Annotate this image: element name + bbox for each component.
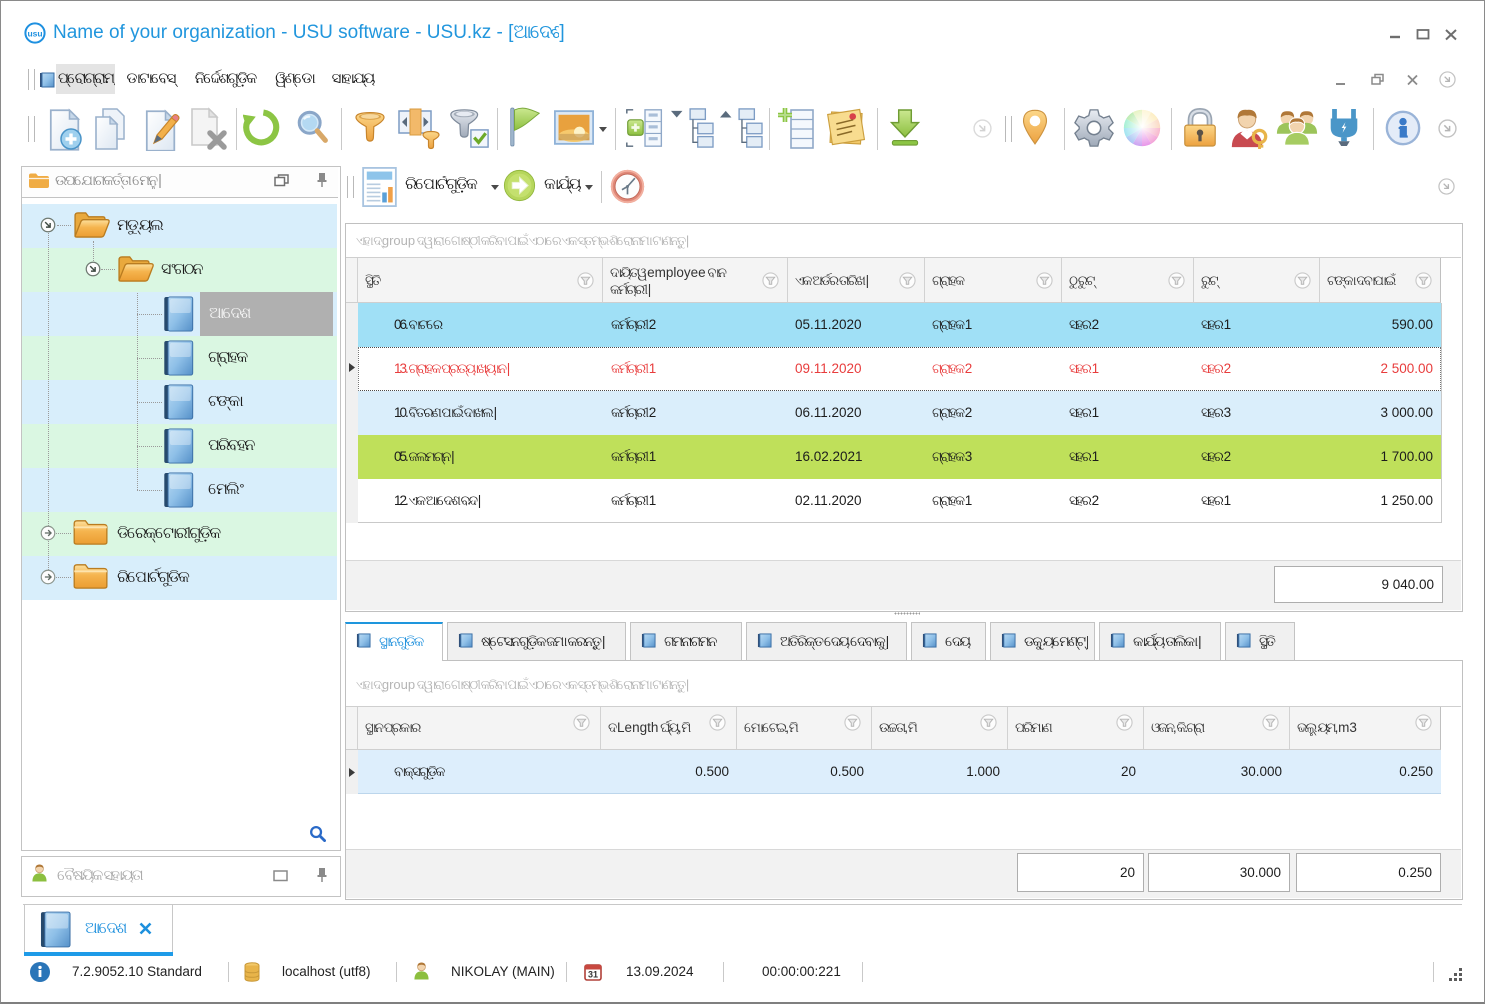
svg-text:usu: usu <box>27 29 42 39</box>
